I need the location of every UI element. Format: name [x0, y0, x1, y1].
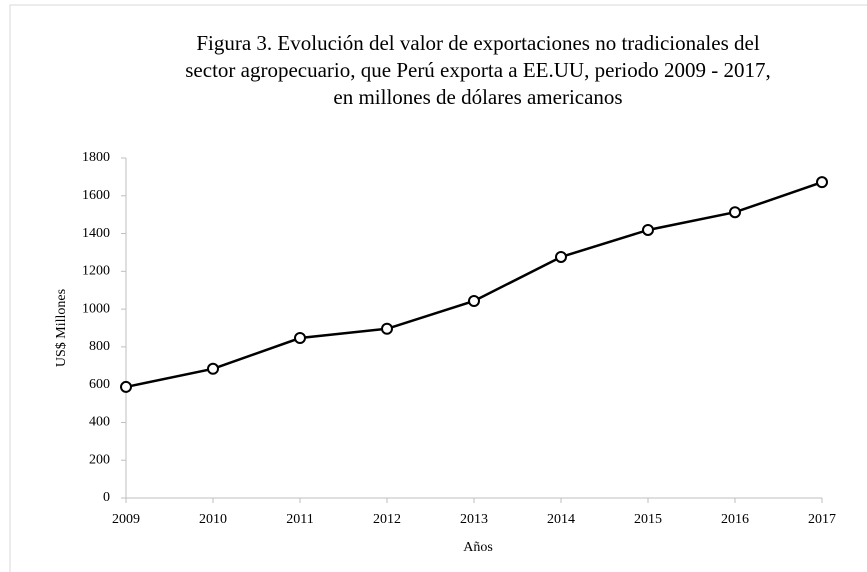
- y-tick-label: 600: [89, 377, 110, 392]
- x-tick-label: 2016: [721, 512, 749, 527]
- x-tick-label: 2009: [112, 512, 140, 527]
- x-tick-label: 2011: [286, 512, 313, 527]
- chart-frame: [9, 4, 867, 572]
- y-tick-label: 200: [89, 452, 110, 467]
- y-axis-label: US$ Millones: [54, 289, 69, 367]
- chart-title: en millones de dólares americanos: [333, 85, 622, 109]
- x-tick-label: 2013: [460, 512, 488, 527]
- data-point: [816, 176, 828, 189]
- x-tick-label: 2010: [199, 512, 227, 527]
- data-line: [125, 180, 823, 389]
- x-tick-label: 2014: [547, 512, 575, 527]
- y-tick-label: 1800: [82, 150, 110, 165]
- chart-title: sector agropecuario, que Perú exporta a …: [185, 58, 770, 82]
- x-tick-label: 2015: [634, 512, 662, 527]
- data-point: [555, 250, 567, 263]
- data-point: [207, 362, 219, 375]
- y-tick-label: 800: [89, 339, 110, 354]
- y-tick-label: 1600: [82, 188, 110, 203]
- data-point: [294, 332, 306, 345]
- x-tick-label: 2017: [808, 512, 836, 527]
- data-point: [120, 380, 132, 393]
- y-tick-label: 1000: [82, 301, 110, 316]
- data-point: [468, 294, 480, 307]
- y-tick-label: 1400: [82, 226, 110, 241]
- data-point: [642, 223, 654, 236]
- x-axis-label: Años: [463, 540, 493, 555]
- chart-title: Figura 3. Evolución del valor de exporta…: [196, 31, 759, 55]
- y-tick-label: 0: [103, 490, 110, 505]
- y-tick-label: 1200: [82, 264, 110, 279]
- data-point: [729, 206, 741, 219]
- x-tick-label: 2012: [373, 512, 401, 527]
- data-point: [381, 322, 393, 335]
- y-tick-label: 400: [89, 415, 110, 430]
